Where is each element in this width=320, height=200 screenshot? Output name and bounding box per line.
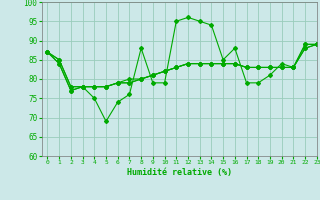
X-axis label: Humidité relative (%): Humidité relative (%) [127, 168, 232, 177]
